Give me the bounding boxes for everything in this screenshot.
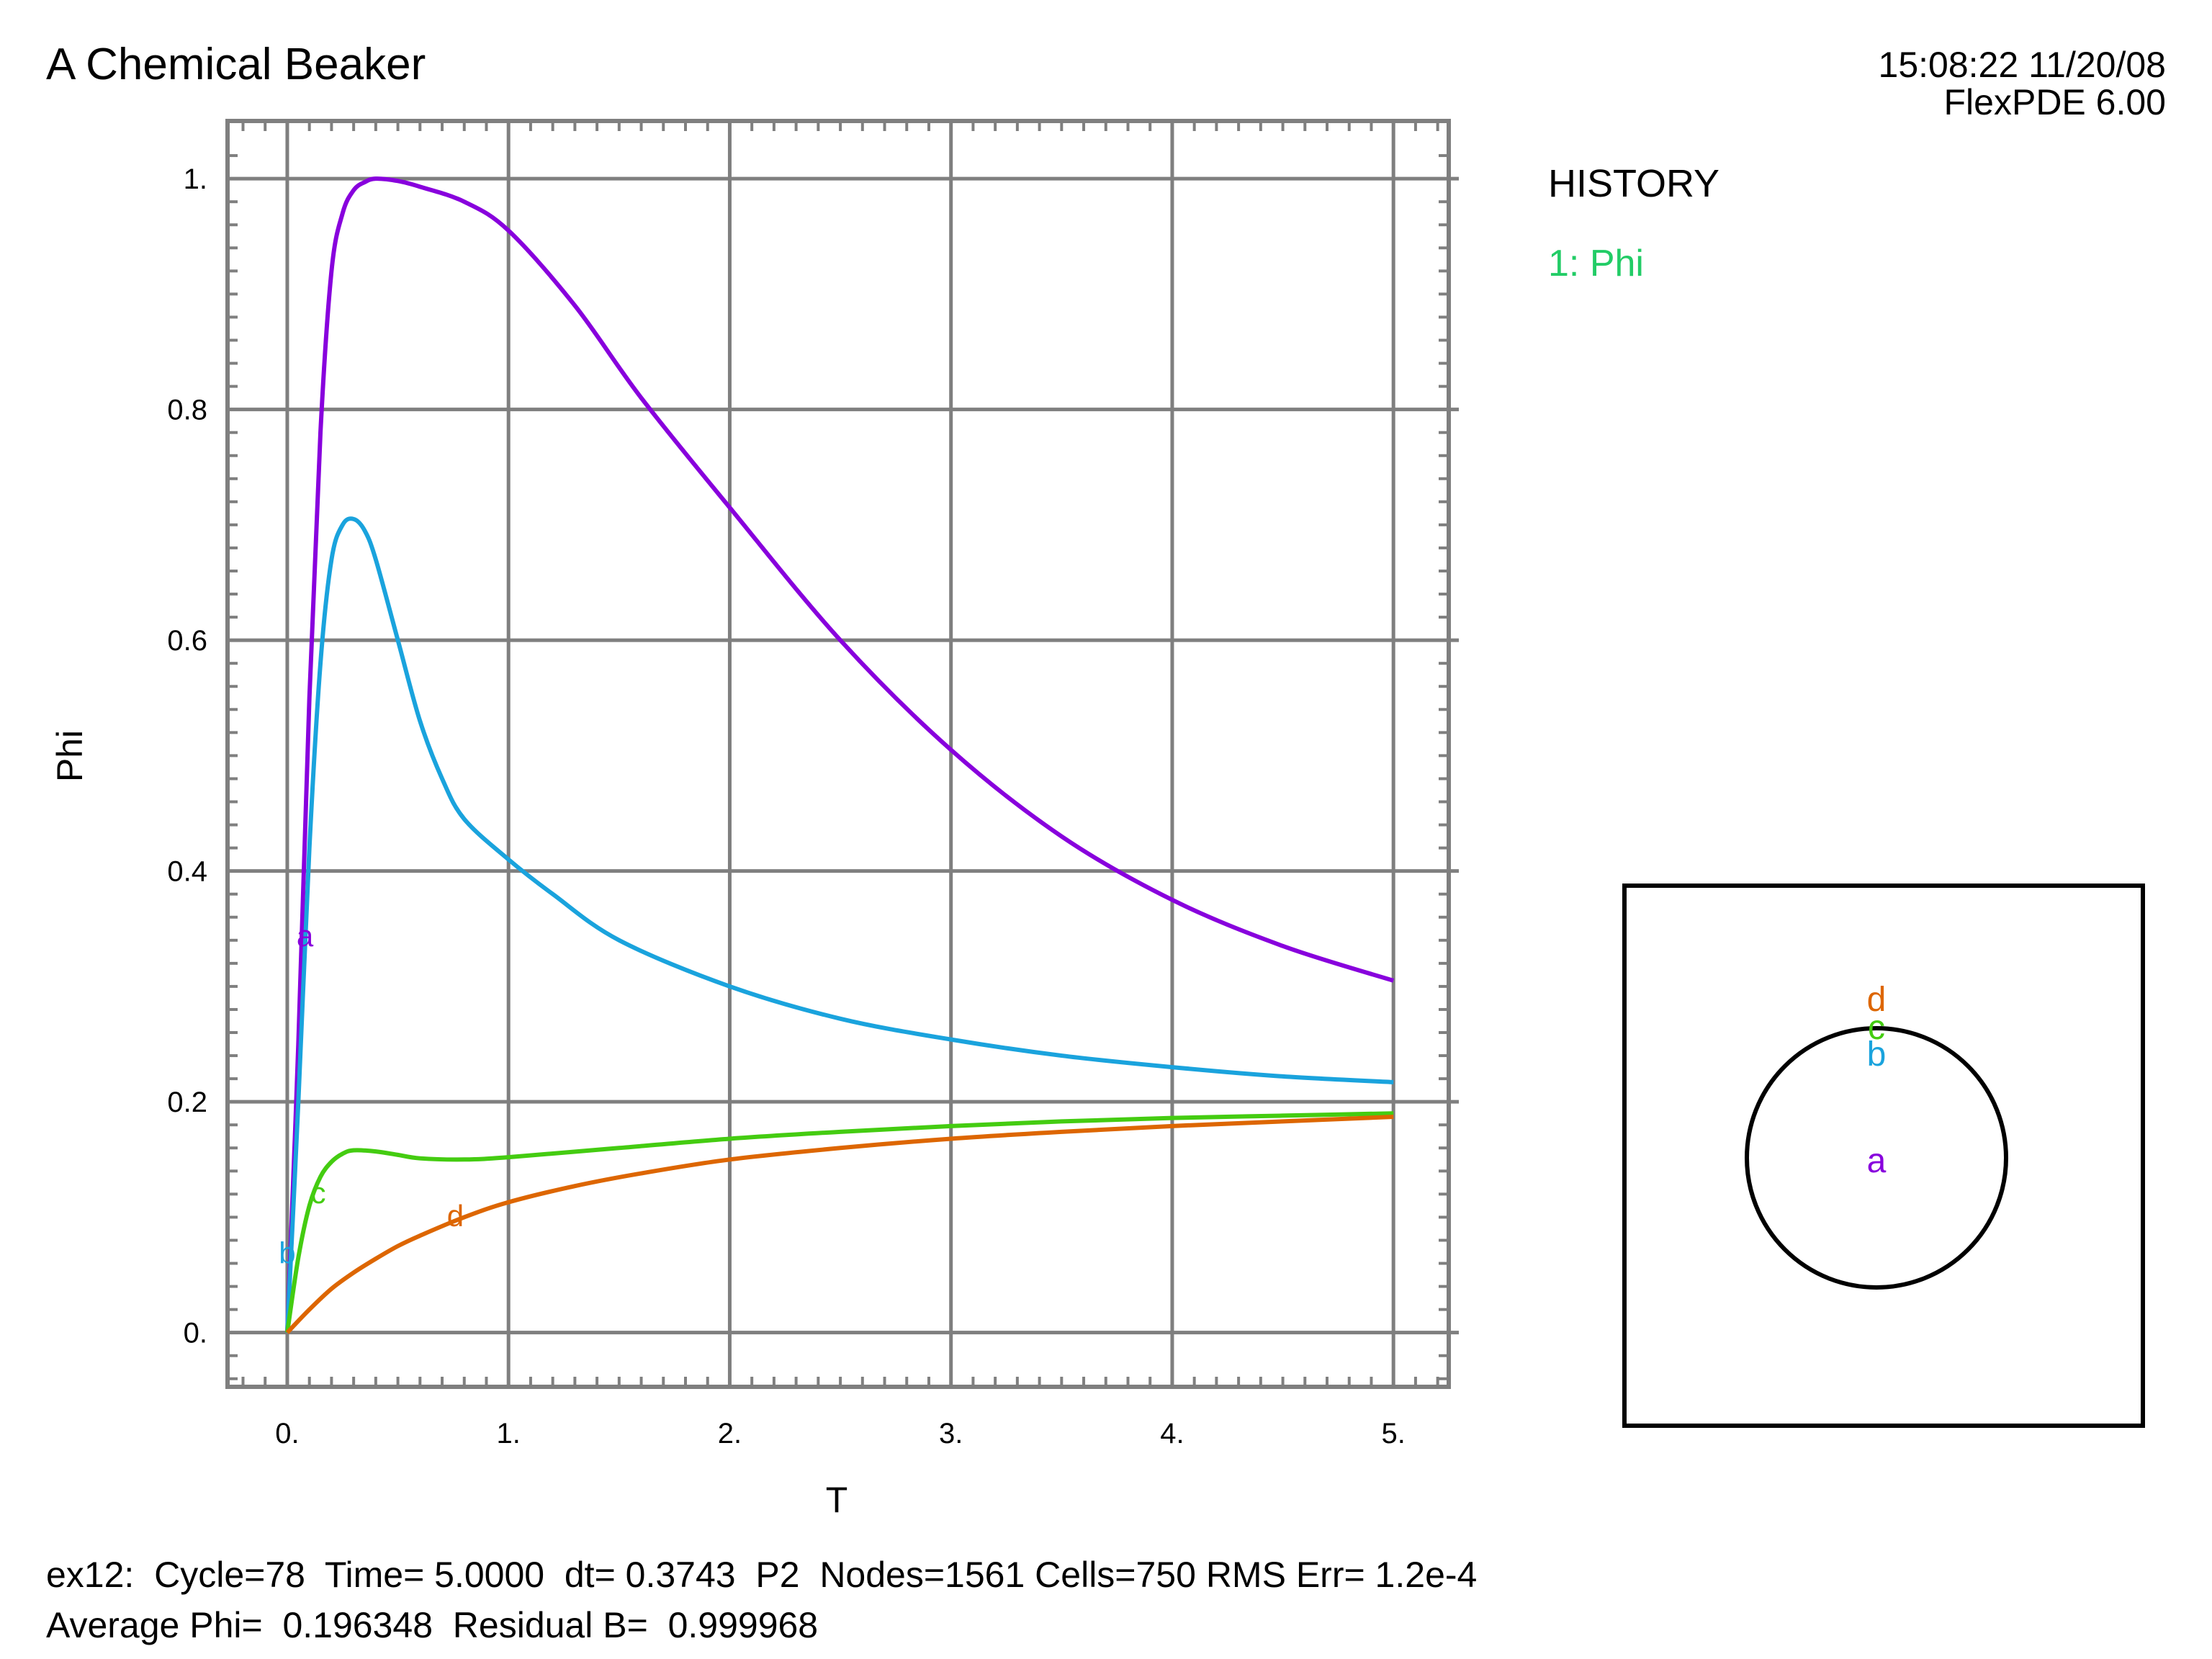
y-tick-label: 0.2 bbox=[167, 1087, 207, 1118]
series-label-a: a bbox=[297, 919, 314, 953]
status-line-1: ex12: Cycle=78 Time= 5.0000 dt= 0.3743 P… bbox=[46, 1555, 1478, 1595]
series-line-c bbox=[284, 1111, 1394, 1334]
x-axis-label: T bbox=[826, 1480, 848, 1520]
y-axis-label: Phi bbox=[50, 730, 90, 782]
chart-title: A Chemical Beaker bbox=[46, 40, 426, 89]
x-tick-label: 0. bbox=[275, 1418, 299, 1449]
y-tick-label: 1. bbox=[184, 163, 207, 195]
x-tick-label: 2. bbox=[718, 1418, 742, 1449]
timestamp-block: 15:08:22 11/20/08 FlexPDE 6.00 bbox=[1879, 46, 2166, 121]
y-tick-label: 0.8 bbox=[167, 395, 207, 426]
series-line-a bbox=[284, 176, 1395, 1333]
software-version: FlexPDE 6.00 bbox=[1943, 82, 2166, 122]
status-line-2: Average Phi= 0.196348 Residual B= 0.9999… bbox=[46, 1605, 819, 1645]
legend-heading: HISTORY bbox=[1548, 162, 1720, 205]
inset-circle bbox=[1745, 1026, 2008, 1290]
inset-boundary bbox=[1622, 884, 2145, 1428]
plot-frame bbox=[225, 119, 1451, 1389]
x-tick-label: 1. bbox=[497, 1418, 521, 1449]
series-label-c: c bbox=[310, 1176, 325, 1210]
timestamp: 15:08:22 11/20/08 bbox=[1878, 45, 2166, 85]
inset-label-c: c bbox=[1868, 1009, 1885, 1047]
series-labels: a bc d bbox=[279, 919, 464, 1270]
x-tick-label: 5. bbox=[1382, 1418, 1406, 1449]
x-tick-label: 4. bbox=[1160, 1418, 1184, 1449]
grid bbox=[228, 121, 1459, 1387]
inset-domain: d c b a bbox=[1622, 884, 2145, 1428]
legend-item-phi: 1: Phi bbox=[1548, 243, 1644, 284]
axis-ticks: 0. 1. 2. 3. 4. 5. 0. 0.2 0.4 0.6 0.8 1. bbox=[167, 121, 1449, 1449]
series-label-d: d bbox=[447, 1199, 464, 1233]
y-tick-label: 0. bbox=[184, 1318, 207, 1349]
inset-label-d: d bbox=[1867, 981, 1887, 1019]
y-tick-label: 0.6 bbox=[167, 625, 207, 657]
y-tick-label: 0.4 bbox=[167, 856, 207, 888]
series-label-b: b bbox=[279, 1236, 295, 1270]
x-tick-label: 3. bbox=[939, 1418, 963, 1449]
inset-label-a: a bbox=[1867, 1142, 1887, 1180]
plot-frame-rect bbox=[225, 119, 1451, 1389]
series-lines bbox=[284, 176, 1395, 1334]
inset-label-b: b bbox=[1867, 1035, 1887, 1074]
series-line-d bbox=[285, 1115, 1394, 1334]
series-line-b bbox=[284, 516, 1394, 1333]
